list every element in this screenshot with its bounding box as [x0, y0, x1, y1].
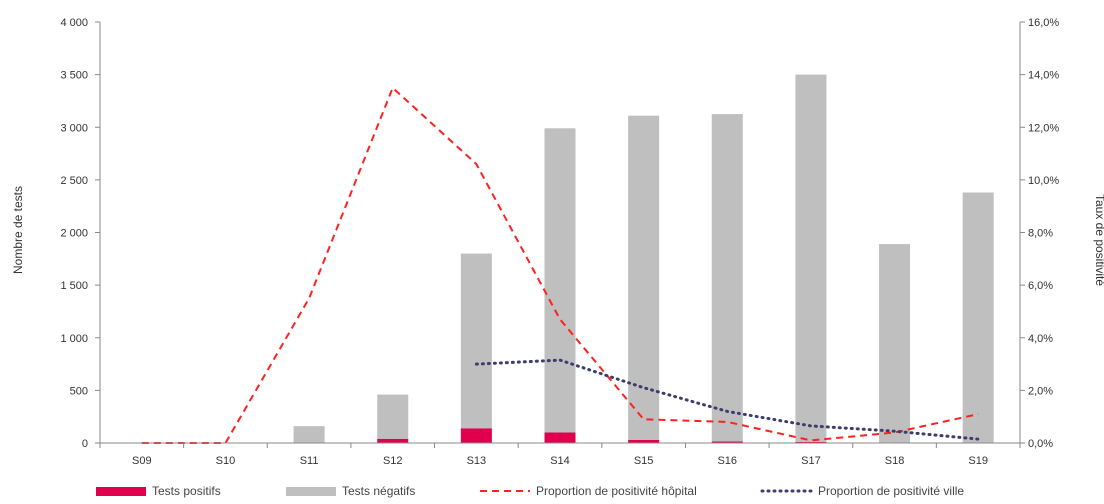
right-tick-label: 6,0% [1028, 280, 1053, 292]
x-tick-label-s13: S13 [467, 455, 487, 467]
x-tick-label-s18: S18 [885, 455, 905, 467]
right-tick-label: 14,0% [1028, 70, 1059, 82]
right-tick-label: 10,0% [1028, 175, 1059, 187]
bar-tests-n-gatifs-s11 [293, 426, 325, 443]
legend-label: Tests positifs [152, 484, 221, 498]
right-tick-label: 4,0% [1028, 333, 1053, 345]
lines [141, 86, 980, 444]
legend-label: Tests négatifs [342, 484, 415, 498]
left-tick-label: 4 000 [60, 17, 88, 29]
line-hopital [141, 86, 979, 444]
right-tick-label: 16,0% [1028, 17, 1059, 29]
right-tick-label: 2,0% [1028, 385, 1053, 397]
legend-item-4: Proportion de positivité ville [760, 484, 964, 498]
legend-label: Proportion de positivité hôpital [536, 484, 697, 498]
x-tick-label-s17: S17 [801, 455, 821, 467]
x-tick-label-s12: S12 [383, 455, 403, 467]
bar-tests-positifs-s17 [795, 441, 827, 443]
left-tick-label: 2 000 [60, 228, 88, 240]
legend-item-3: Proportion de positivité hôpital [480, 484, 697, 498]
line-ville [474, 358, 980, 441]
y2-axis-title: Taux de positivité [1093, 194, 1104, 286]
bar-tests-positifs-s16 [711, 441, 743, 443]
bar-tests-n-gatifs-s17 [795, 74, 827, 442]
x-tick-label-s10: S10 [216, 455, 236, 467]
right-tick-label: 8,0% [1028, 228, 1053, 240]
bar-tests-n-gatifs-s16 [711, 114, 743, 442]
bar-tests-positifs-s15 [628, 439, 660, 443]
legend: Tests positifs Tests négatifs Proportion d… [96, 484, 964, 498]
x-axis-ticks: S09 S10 S11 S12 S13 S14 S15 S16 S17 S18 S19 [99, 443, 1021, 467]
bar-tests-n-gatifs-s13 [460, 253, 492, 429]
bar-tests-positifs-s13 [460, 428, 492, 443]
x-tick-label-s15: S15 [634, 455, 654, 467]
bar-tests-positifs-s12 [377, 438, 409, 443]
bars [293, 74, 994, 443]
legend-swatch [286, 487, 336, 496]
bar-tests-n-gatifs-s15 [628, 115, 660, 440]
left-tick-label: 2 500 [60, 175, 88, 187]
legend-label: Proportion de positivité ville [818, 484, 964, 498]
left-tick-label: 0 [82, 438, 88, 450]
bar-tests-n-gatifs-s19 [962, 192, 994, 443]
left-tick-label: 3 500 [60, 70, 88, 82]
y-axis-title: Nombre de tests [11, 186, 25, 274]
x-tick-label-s11: S11 [300, 455, 319, 467]
left-tick-label: 3 000 [60, 122, 88, 134]
x-tick-label-s14: S14 [550, 455, 570, 467]
bar-tests-n-gatifs-s12 [377, 394, 409, 439]
bar-tests-n-gatifs-s14 [544, 128, 576, 433]
left-tick-label: 1 500 [60, 280, 88, 292]
right-tick-label: 0,0% [1028, 438, 1053, 450]
bar-tests-positifs-s14 [544, 432, 576, 443]
right-tick-label: 12,0% [1028, 122, 1059, 134]
bar-tests-n-gatifs-s18 [879, 244, 911, 443]
x-tick-label-s19: S19 [968, 455, 988, 467]
legend-swatch [96, 487, 146, 496]
legend-item-1: Tests positifs [96, 484, 221, 498]
left-tick-label: 1 000 [60, 333, 88, 345]
left-tick-label: 500 [70, 385, 88, 397]
right-axis-ticks: 0,0% 2,0% 4,0% 6,0% 8,0% 10,0% 12,0% 14,0% 16,0% [1020, 17, 1059, 450]
left-axis-ticks: 0 500 1 000 1 500 2 000 2 500 3 000 3 500 4 000 [60, 17, 100, 450]
x-tick-label-s16: S16 [717, 455, 737, 467]
legend-item-2: Tests négatifs [286, 484, 415, 498]
x-tick-label-s09: S09 [132, 455, 152, 467]
